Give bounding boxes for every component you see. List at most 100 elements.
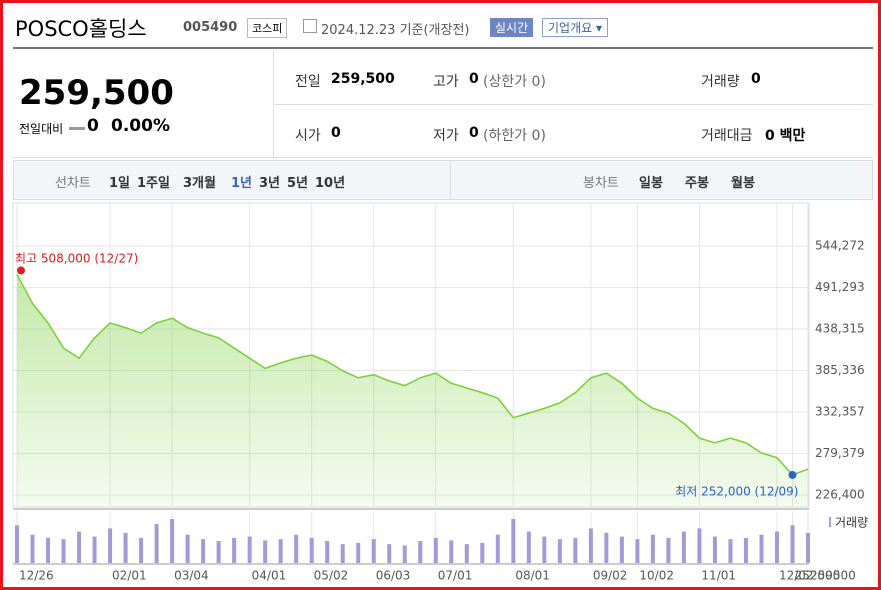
volume-bar — [309, 537, 314, 563]
volume-bar — [806, 532, 810, 563]
y-tick-label: 332,357 — [815, 405, 865, 419]
calendar-icon — [303, 19, 317, 33]
item-label: 고가 — [433, 74, 459, 90]
volume-bar — [92, 536, 97, 563]
volume-bar — [635, 539, 640, 563]
volume-bar — [247, 536, 252, 563]
y-tick-label: 385,336 — [815, 363, 865, 377]
price-line — [16, 274, 809, 476]
volume-bar — [619, 536, 624, 563]
volume-bar — [759, 534, 764, 563]
price: 259,500 — [19, 73, 174, 113]
change-rate: 0.00% — [111, 116, 170, 136]
volume-bar — [108, 528, 113, 563]
period-tab[interactable]: 1주일 — [137, 176, 170, 191]
volume-bar — [790, 525, 795, 563]
high-marker — [17, 266, 25, 275]
volume-bar — [495, 534, 500, 563]
period-tab[interactable]: 10년 — [315, 176, 346, 191]
item-value: 259,500 — [331, 71, 395, 87]
x-tick-label: 05/02 — [314, 569, 349, 583]
x-tick-label: 12/02 — [779, 569, 814, 583]
tab-label: 선차트 — [55, 176, 91, 191]
volume-bar — [728, 539, 733, 563]
quote-box — [13, 51, 873, 158]
volume-bar — [464, 544, 469, 563]
volume-bar — [480, 542, 485, 563]
y-tick-label: 544,272 — [815, 239, 865, 253]
volume-bar — [185, 534, 190, 563]
volume-bar — [449, 540, 454, 563]
y-tick-label: 438,315 — [815, 321, 865, 335]
item-value: 0 — [331, 125, 341, 141]
period-tab[interactable]: 3년 — [259, 176, 281, 191]
x-tick-label: 09/02 — [593, 569, 628, 583]
volume-bar — [557, 539, 562, 563]
item-label: 전일 — [295, 74, 321, 90]
volume-bar — [15, 525, 19, 563]
volume-bar — [294, 534, 299, 563]
x-tick-label: 03/04 — [174, 569, 209, 583]
item-value: 0 — [469, 125, 479, 141]
volume-bar — [325, 541, 330, 563]
y-tick-label: 226,400 — [815, 488, 865, 502]
volume-bar — [278, 539, 283, 563]
volume-bar — [433, 537, 438, 563]
volume-bar — [371, 539, 376, 563]
volume-bar — [402, 545, 407, 563]
period-tab[interactable]: 1일 — [109, 176, 131, 191]
item-extra: (하한가 0) — [483, 128, 546, 144]
x-tick-label: 07/01 — [438, 569, 473, 583]
x-tick-label: 10/02 — [639, 569, 674, 583]
volume-bar — [263, 540, 268, 563]
date: 2024.12.23 기준(개장전) — [321, 23, 470, 38]
volume-bar — [542, 536, 547, 563]
item-value: 0 — [469, 71, 479, 87]
flat-icon — [69, 127, 85, 130]
volume-bar — [201, 539, 206, 563]
title: POSCO홀딩스 — [15, 17, 147, 41]
legend-swatch — [829, 517, 831, 527]
tab-bar — [13, 160, 873, 200]
item-value: 0 백만 — [765, 128, 806, 144]
volume-bar — [139, 537, 144, 563]
divider — [450, 161, 451, 199]
period-tab[interactable]: 5년 — [287, 176, 309, 191]
candle-tab[interactable]: 주봉 — [685, 176, 709, 191]
x-tick-label: 02/01 — [112, 569, 147, 583]
volume-bar — [216, 541, 221, 563]
realtime-button[interactable]: 실시간 — [490, 18, 534, 37]
volume-bar — [511, 519, 516, 563]
volume-bar — [170, 519, 175, 563]
volume-bar — [46, 537, 51, 563]
volume-bar — [604, 532, 609, 563]
tab-label: 봉차트 — [583, 176, 619, 191]
x-tick-label: 04/01 — [252, 569, 287, 583]
x-tick-label: 252000 — [794, 569, 840, 583]
legend-label: 거래량 — [835, 516, 868, 530]
volume-bar — [712, 536, 717, 563]
volume-bar — [123, 532, 128, 563]
period-tab[interactable]: 1년 — [231, 176, 253, 191]
volume-bar — [666, 537, 671, 563]
candle-tab[interactable]: 월봉 — [731, 176, 755, 191]
divider — [13, 47, 873, 49]
period-tab[interactable]: 3개월 — [183, 176, 216, 191]
candle-tab[interactable]: 일봉 — [639, 176, 663, 191]
x-tick-label: 08/01 — [515, 569, 550, 583]
change: 0 — [87, 116, 99, 136]
volume-bar — [61, 539, 66, 563]
code: 005490 — [183, 20, 238, 35]
item-extra: (상한가 0) — [483, 74, 546, 90]
volume-bar — [743, 537, 748, 563]
volume-bar — [77, 531, 82, 563]
divider — [273, 104, 873, 105]
change-label: 전일대비 — [19, 122, 64, 136]
y-tick-label: 279,379 — [815, 446, 865, 460]
price-area — [17, 274, 808, 507]
volume-bar — [154, 524, 159, 563]
market: 코스피 — [247, 18, 288, 38]
low-marker — [788, 470, 797, 479]
company-info-button[interactable]: 기업개요 ▾ — [542, 18, 608, 37]
